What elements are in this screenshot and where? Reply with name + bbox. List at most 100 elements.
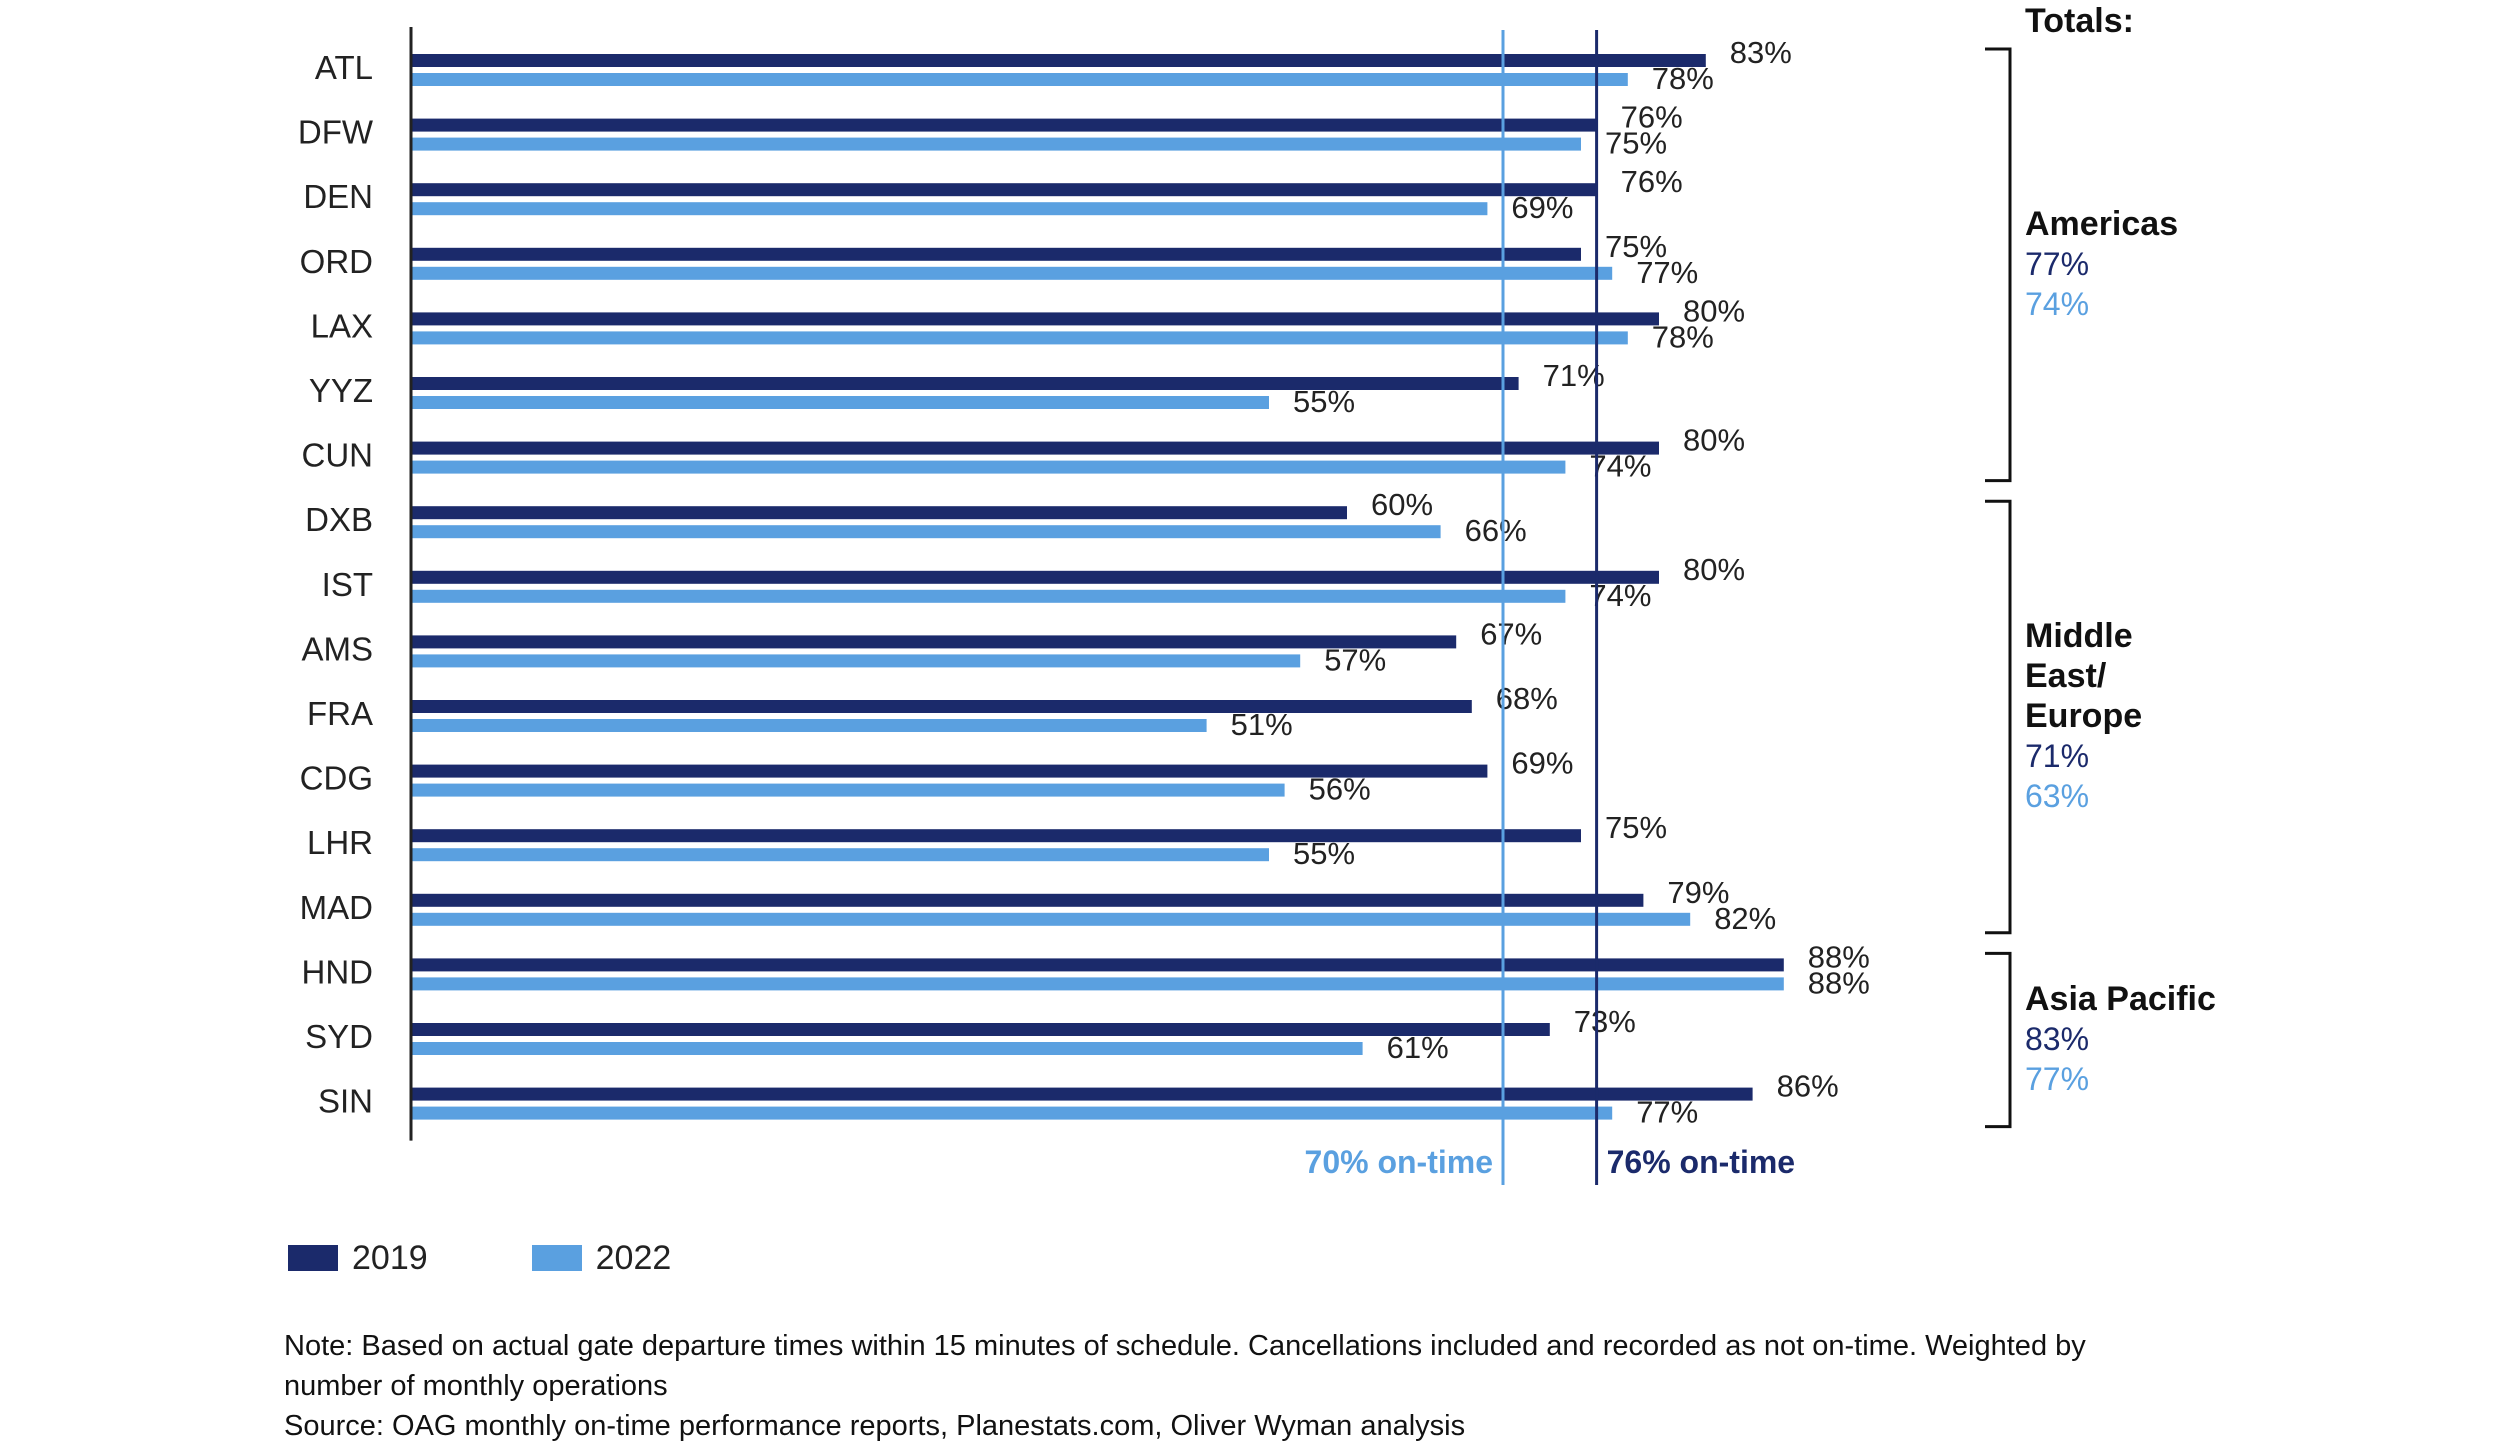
- data-label-2019-cdg: 69%: [1511, 746, 1573, 781]
- data-label-2022-fra: 51%: [1231, 707, 1293, 742]
- chart-notes: Note: Based on actual gate departure tim…: [284, 1326, 2284, 1446]
- data-label-2019-mad: 79%: [1667, 875, 1729, 910]
- group-2-total-2022: 77%: [2025, 1061, 2089, 1097]
- data-label-2022-dxb: 66%: [1465, 513, 1527, 548]
- data-label-2022-cun: 74%: [1589, 449, 1651, 484]
- bar-2022-cdg: [411, 783, 1285, 797]
- data-label-2019-lax: 80%: [1683, 293, 1745, 328]
- bar-2022-sin: [411, 1106, 1613, 1120]
- data-label-2019-dfw: 76%: [1621, 100, 1683, 135]
- bar-2019-ist: [411, 570, 1659, 584]
- group-2-total-2019: 83%: [2025, 1021, 2089, 1057]
- bar-2019-ord: [411, 247, 1581, 261]
- data-label-2022-mad: 82%: [1714, 901, 1776, 936]
- source-text: Source: OAG monthly on-time performance …: [284, 1410, 1466, 1442]
- group-0-total-2019: 77%: [2025, 246, 2089, 282]
- data-label-2022-ams: 57%: [1324, 642, 1386, 677]
- bar-2022-cun: [411, 460, 1566, 474]
- legend-item-2022: 2022: [531, 1239, 671, 1278]
- reference-label-70: 70% on-time: [1305, 1144, 1493, 1180]
- data-label-2022-cdg: 56%: [1309, 772, 1371, 807]
- legend-swatch-2019: [288, 1245, 338, 1271]
- bar-2019-den: [411, 183, 1597, 197]
- data-label-2022-hnd: 88%: [1808, 965, 1870, 1000]
- bar-2022-den: [411, 202, 1488, 216]
- group-0-total-2022: 74%: [2025, 286, 2089, 322]
- bar-2019-syd: [411, 1023, 1550, 1036]
- bar-2019-mad: [411, 893, 1644, 907]
- bar-2022-dxb: [411, 525, 1441, 539]
- bar-2022-lax: [411, 331, 1628, 345]
- data-label-2019-ams: 67%: [1480, 616, 1542, 651]
- bar-2019-dfw: [411, 118, 1597, 132]
- data-label-2019-atl: 83%: [1730, 35, 1792, 70]
- data-label-2022-lax: 78%: [1652, 319, 1714, 354]
- data-label-2022-syd: 61%: [1387, 1030, 1449, 1065]
- bar-2022-mad: [411, 912, 1691, 926]
- data-label-2022-dfw: 75%: [1605, 126, 1667, 161]
- data-label-2019-den: 76%: [1621, 164, 1683, 199]
- group-2-bracket: [1985, 951, 2012, 1129]
- on-time-performance-chart: ATL 83%78%DFW 76%75%DEN 76%69%ORD 75%77%LAX 8…: [298, 2, 2216, 1185]
- data-label-2019-fra: 68%: [1496, 681, 1558, 716]
- category-label-cdg: CDG: [300, 760, 373, 797]
- category-label-cun: CUN: [302, 437, 374, 474]
- bar-2022-ist: [411, 589, 1566, 603]
- category-label-dxb: DXB: [305, 501, 373, 538]
- bar-2022-lhr: [411, 848, 1269, 862]
- bar-2022-atl: [411, 73, 1628, 86]
- group-1-name-line-2: Europe: [2025, 697, 2142, 735]
- reference-label-76: 76% on-time: [1607, 1144, 1795, 1180]
- data-label-2022-lhr: 55%: [1293, 836, 1355, 871]
- data-label-2022-den: 69%: [1511, 190, 1573, 225]
- group-2-name-line-0: Asia Pacific: [2025, 980, 2216, 1018]
- category-label-atl: ATL: [315, 49, 373, 86]
- data-label-2022-sin: 77%: [1636, 1095, 1698, 1130]
- group-0-name-line-0: Americas: [2025, 205, 2178, 243]
- category-label-lax: LAX: [311, 307, 373, 344]
- data-label-2022-ist: 74%: [1589, 578, 1651, 613]
- category-label-yyz: YYZ: [309, 372, 373, 409]
- bar-2019-dxb: [411, 506, 1347, 520]
- data-label-2019-dxb: 60%: [1371, 487, 1433, 522]
- category-label-sin: SIN: [318, 1083, 373, 1120]
- category-label-syd: SYD: [305, 1018, 373, 1055]
- data-label-2019-ord: 75%: [1605, 229, 1667, 264]
- category-label-ams: AMS: [301, 630, 373, 667]
- group-1-total-2022: 63%: [2025, 778, 2089, 814]
- legend: 2019 2022: [288, 1238, 671, 1278]
- totals-title: Totals:: [2025, 2, 2134, 40]
- bar-2019-atl: [411, 54, 1706, 67]
- group-1-total-2019: 71%: [2025, 738, 2089, 774]
- data-label-2019-ist: 80%: [1683, 552, 1745, 587]
- group-0-bracket: [1985, 47, 2012, 483]
- bar-2022-hnd: [411, 977, 1784, 991]
- data-label-2022-yyz: 55%: [1293, 384, 1355, 419]
- category-label-hnd: HND: [302, 953, 374, 990]
- legend-item-2019: 2019: [288, 1239, 428, 1278]
- category-label-fra: FRA: [307, 695, 373, 732]
- category-label-mad: MAD: [300, 889, 373, 926]
- data-label-2019-sin: 86%: [1777, 1069, 1839, 1104]
- bar-2022-fra: [411, 719, 1207, 732]
- bar-2019-cdg: [411, 764, 1488, 778]
- data-label-2022-atl: 78%: [1652, 61, 1714, 96]
- group-1-name-line-1: East/: [2025, 657, 2107, 695]
- data-label-2019-cun: 80%: [1683, 423, 1745, 458]
- bar-2019-lax: [411, 312, 1659, 326]
- bar-2019-ams: [411, 635, 1457, 649]
- category-label-lhr: LHR: [307, 824, 373, 861]
- legend-label-2019: 2019: [352, 1238, 428, 1277]
- category-label-den: DEN: [303, 178, 373, 215]
- bar-2022-ams: [411, 654, 1301, 668]
- legend-swatch-2022: [531, 1245, 582, 1271]
- data-label-2019-yyz: 71%: [1543, 358, 1605, 393]
- group-1-bracket: [1985, 499, 2012, 935]
- note-text-continued: number of monthly operations: [284, 1370, 668, 1402]
- bar-2019-yyz: [411, 377, 1519, 390]
- data-label-2019-syd: 73%: [1574, 1004, 1636, 1039]
- bar-2019-sin: [411, 1087, 1753, 1101]
- bar-2019-lhr: [411, 829, 1581, 843]
- bar-2019-hnd: [411, 958, 1784, 972]
- data-label-2022-ord: 77%: [1636, 255, 1698, 290]
